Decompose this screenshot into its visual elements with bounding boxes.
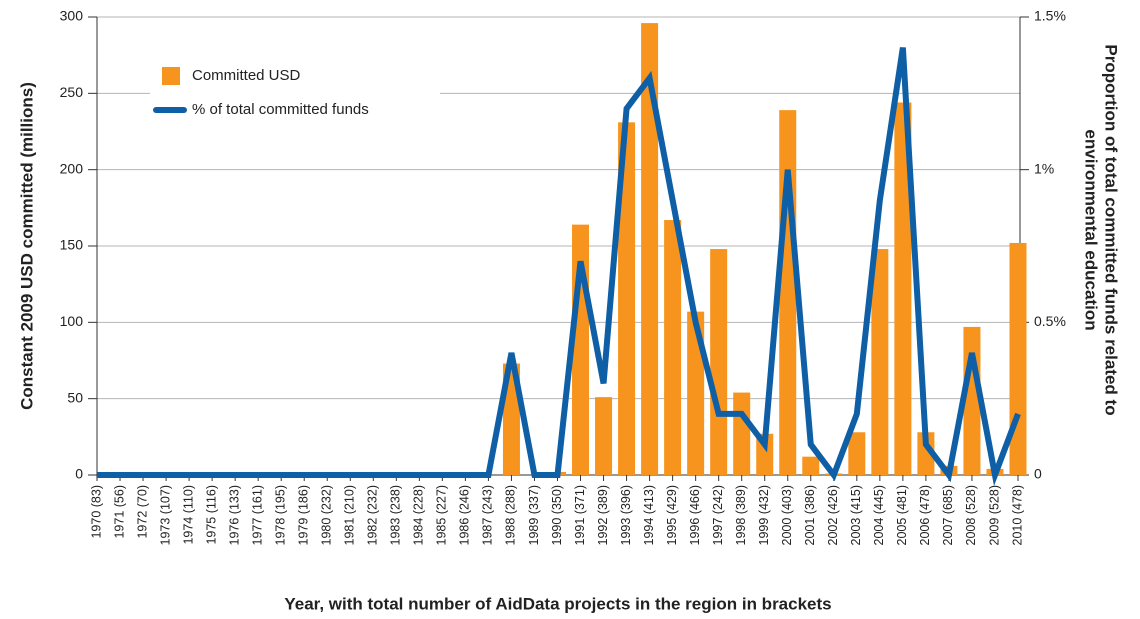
y2-tick-label: 1.5% bbox=[1034, 8, 1066, 24]
y-axis-title: Constant 2009 USD committed (millions) bbox=[17, 82, 36, 410]
x-tick-label: 2002 (426) bbox=[826, 485, 840, 545]
x-tick-label: 1975 (116) bbox=[204, 485, 218, 545]
x-tick-label: 1970 (83) bbox=[89, 485, 103, 539]
x-tick-label: 1980 (232) bbox=[320, 485, 334, 545]
x-tick-label: 2009 (528) bbox=[987, 485, 1001, 545]
x-tick-label: 1985 (227) bbox=[435, 485, 449, 545]
x-tick-label: 1982 (232) bbox=[366, 485, 380, 545]
y-tick-label: 200 bbox=[60, 160, 84, 176]
bar bbox=[1009, 242, 1027, 475]
x-tick-label: 1990 (350) bbox=[550, 485, 564, 545]
bar bbox=[802, 456, 820, 475]
x-tick-label: 2010 (478) bbox=[1010, 485, 1024, 545]
bar bbox=[894, 102, 912, 475]
x-tick-label: 2003 (415) bbox=[849, 485, 863, 545]
bar bbox=[848, 432, 866, 475]
x-tick-label: 1996 (466) bbox=[688, 485, 702, 545]
y-tick-label: 250 bbox=[60, 84, 84, 100]
x-tick-label: 2008 (528) bbox=[964, 485, 978, 545]
legend-swatch bbox=[162, 67, 180, 85]
x-tick-label: 1977 (161) bbox=[250, 485, 264, 545]
bar bbox=[779, 110, 797, 476]
legend-label: Committed USD bbox=[192, 67, 301, 84]
y2-tick-label: 0.5% bbox=[1034, 313, 1066, 329]
legend-bg bbox=[150, 56, 440, 124]
x-tick-label: 1997 (242) bbox=[711, 485, 725, 545]
bar bbox=[733, 392, 751, 475]
bar bbox=[664, 220, 682, 475]
bar bbox=[917, 432, 935, 475]
x-tick-label: 2007 (685) bbox=[941, 485, 955, 545]
x-axis-title: Year, with total number of AidData proje… bbox=[284, 594, 831, 613]
x-tick-label: 1994 (413) bbox=[642, 485, 656, 545]
y2-tick-label: 0 bbox=[1034, 466, 1042, 482]
y-tick-label: 300 bbox=[60, 8, 84, 24]
y-tick-label: 150 bbox=[60, 237, 84, 253]
x-tick-label: 1979 (186) bbox=[297, 485, 311, 545]
x-tick-label: 2004 (445) bbox=[872, 485, 886, 545]
bar bbox=[963, 326, 981, 475]
x-tick-label: 1995 (429) bbox=[665, 485, 679, 545]
y2-axis-title: environmental education bbox=[1082, 129, 1101, 330]
bar bbox=[710, 249, 728, 475]
legend-label: % of total committed funds bbox=[192, 101, 369, 118]
bar bbox=[641, 23, 659, 476]
bar bbox=[618, 122, 636, 475]
x-tick-label: 1984 (228) bbox=[412, 485, 426, 545]
x-tick-label: 1976 (133) bbox=[227, 485, 241, 545]
x-tick-label: 1972 (70) bbox=[135, 485, 149, 539]
bar bbox=[756, 433, 774, 475]
line bbox=[97, 47, 1021, 487]
x-tick-label: 1983 (238) bbox=[389, 485, 403, 545]
x-tick-label: 1993 (396) bbox=[619, 485, 633, 545]
y-tick-label: 0 bbox=[75, 466, 83, 482]
x-tick-label: 1989 (337) bbox=[527, 485, 541, 545]
legend: Committed USD % of total committed funds bbox=[150, 56, 440, 124]
y2-axis-title: Proportion of total committed funds rela… bbox=[1102, 44, 1121, 415]
x-tick-label: 1987 (243) bbox=[481, 485, 495, 545]
x-tick-label: 1998 (389) bbox=[734, 485, 748, 545]
x-tick-label: 1992 (389) bbox=[596, 485, 610, 545]
y2-tick-label: 1% bbox=[1034, 160, 1054, 176]
x-tick-label: 1991 (371) bbox=[573, 485, 587, 545]
x-tick-label: 1973 (107) bbox=[158, 485, 172, 545]
x-tick-label: 1978 (195) bbox=[273, 485, 287, 545]
bar bbox=[687, 311, 705, 475]
x-tick-label: 2005 (481) bbox=[895, 485, 909, 545]
x-tick-label: 1999 (432) bbox=[757, 485, 771, 545]
x-tick-label: 2006 (478) bbox=[918, 485, 932, 545]
x-tick-label: 1974 (110) bbox=[181, 485, 195, 545]
bar bbox=[871, 249, 889, 475]
y-tick-label: 50 bbox=[67, 389, 83, 405]
x-tick-label: 1986 (246) bbox=[458, 485, 472, 545]
bar bbox=[595, 397, 613, 475]
x-tick-label: 2001 (386) bbox=[803, 485, 817, 545]
x-tick-label: 1971 (56) bbox=[112, 485, 126, 539]
x-tick-label: 1981 (210) bbox=[343, 485, 357, 545]
x-tick-label: 2000 (403) bbox=[780, 485, 794, 545]
x-tick-label: 1988 (288) bbox=[504, 485, 518, 545]
y-tick-label: 100 bbox=[60, 313, 84, 329]
